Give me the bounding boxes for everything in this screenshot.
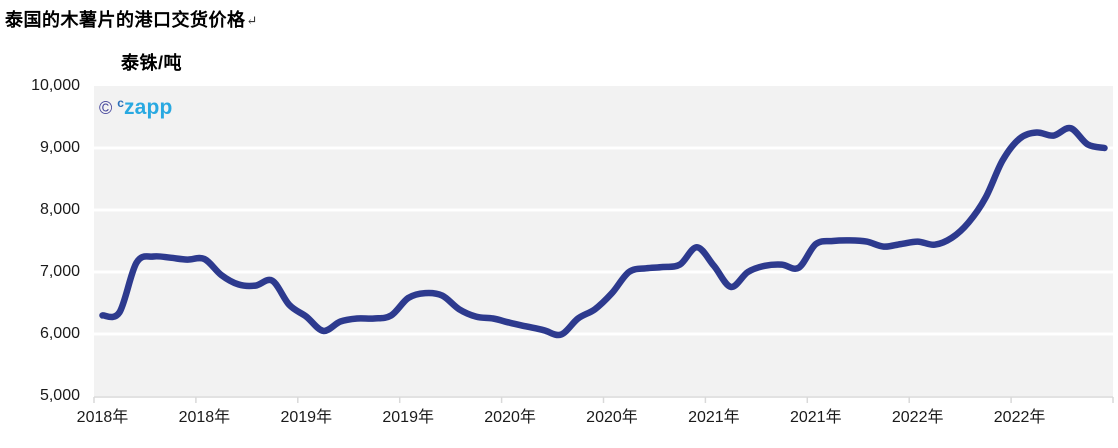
x-axis-label: 2022年	[891, 409, 944, 426]
page-title-text: 泰国的木薯片的港口交货价格	[5, 10, 246, 30]
x-axis-label: 2022年	[993, 409, 1046, 426]
czapp-logo-text: zapp	[123, 96, 173, 119]
czapp-logo-prefix: c	[117, 96, 124, 110]
y-axis-label: 8,000	[39, 201, 80, 218]
copyright-icon: ©	[99, 98, 113, 118]
x-axis-label: 2018年	[178, 409, 231, 426]
x-axis-label: 2019年	[382, 409, 434, 426]
czapp-watermark: © czapp	[99, 96, 173, 120]
y-axis-label: 5,000	[39, 387, 80, 404]
y-axis-label: 7,000	[39, 263, 80, 280]
y-axis-title: 泰铢/吨	[121, 53, 183, 73]
x-axis-label: 2018年	[76, 409, 129, 426]
x-axis-label: 2020年	[484, 409, 536, 426]
y-axis-label: 9,000	[39, 139, 80, 156]
x-axis-label: 2020年	[586, 409, 638, 426]
paragraph-return-mark: ↵	[246, 13, 258, 28]
y-axis-label: 10,000	[31, 77, 80, 94]
price-line	[99, 124, 1108, 339]
x-axis-label: 2019年	[280, 409, 333, 426]
x-axis-label: 2021年	[688, 409, 740, 426]
x-axis-label: 2021年	[789, 409, 842, 426]
page-title: 泰国的木薯片的港口交货价格↵	[5, 6, 258, 32]
y-axis-label: 6,000	[39, 325, 80, 342]
